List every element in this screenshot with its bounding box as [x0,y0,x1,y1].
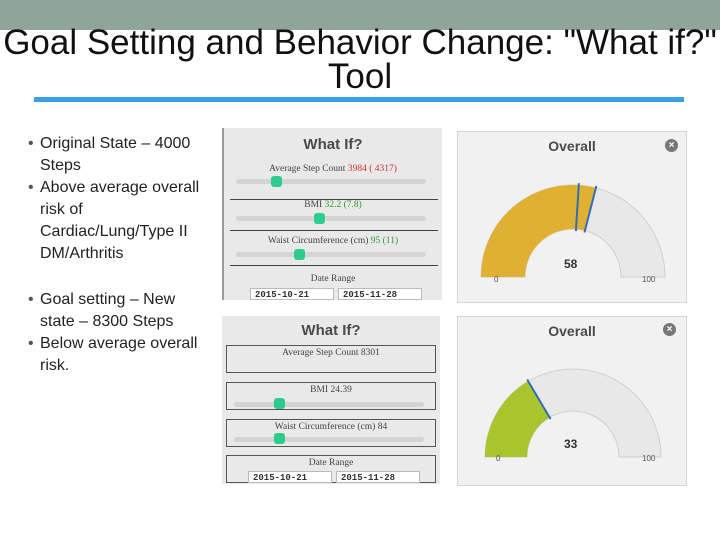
waist-label: Waist Circumference (cm) 95 (11) [224,236,442,246]
bmi-slider-track[interactable] [234,402,424,407]
step-slider-track[interactable] [236,179,426,184]
step-count-original: ( 4317) [369,164,397,174]
overall-panel-goal: Overall × 33 0 100 [457,316,687,486]
gauge-needle [583,185,598,233]
bmi-value: 32.2 [324,200,342,210]
bmi-original: (7.8) [343,200,362,210]
overall-title: Overall [548,138,596,154]
slide-title: Goal Setting and Behavior Change: "What … [3,23,717,96]
bmi-text: BMI [304,200,323,210]
gauge-needle [526,379,552,420]
overall-title: Overall [548,323,596,339]
waist-slider-handle[interactable] [274,433,285,444]
gauge-min: 0 [496,454,501,463]
step-count-text: Average Step Count [269,164,346,174]
waist-label: Waist Circumference (cm) 84 [274,422,388,432]
waist-value: 95 [370,236,381,246]
divider [230,265,438,266]
gauge-min: 0 [494,275,499,284]
gauge-score: 33 [564,437,578,451]
waist-field-box [226,419,436,447]
divider [230,199,438,200]
step-count-label: Average Step Count 3984 ( 4317) [224,164,442,174]
bullet-list-goal: Goal setting – New state – 8300 Steps Be… [28,289,213,377]
bmi-field-box [226,382,436,410]
gauge-fill [485,381,550,457]
overall-gauge [484,368,662,458]
step-slider-handle[interactable] [271,176,282,187]
waist-slider-handle[interactable] [294,249,305,260]
waist-text: Waist Circumference (cm) [267,236,369,246]
bmi-label: BMI 24.39 [310,385,352,395]
date-range-label: Date Range [310,274,356,284]
bmi-slider-track[interactable] [236,216,426,221]
close-icon[interactable]: × [665,139,678,152]
bullet-item: Original State – 4000 Steps [28,133,218,177]
close-icon[interactable]: × [663,323,676,336]
waist-slider-track[interactable] [236,252,426,257]
step-count-label: Average Step Count 8301 [282,348,380,358]
overall-panel-original: Overall × 58 0 100 [457,131,687,303]
step-count-value: 3984 [347,164,367,174]
date-to-input[interactable]: 2015-11-28 [336,471,420,483]
what-if-panel-goal: What If? Average Step Count 8301 BMI 24.… [222,316,440,484]
bullet-item: Above average overall risk of Cardiac/Lu… [28,177,218,265]
title-underline [34,97,684,102]
gauge-score: 58 [564,257,578,271]
what-if-title: What If? [301,322,361,339]
gauge-max: 100 [642,275,656,284]
gauge-needle-2 [574,183,580,232]
slide-top-bar [0,0,720,30]
step-field-box [226,345,436,373]
date-to-input[interactable]: 2015-11-28 [338,288,422,300]
date-from-input[interactable]: 2015-10-21 [248,471,332,483]
bmi-slider-handle[interactable] [314,213,325,224]
gauge-fill [481,184,596,277]
bullet-item: Goal setting – New state – 8300 Steps [28,289,213,333]
date-range-label: Date Range [308,458,354,468]
what-if-panel-original: What If? Average Step Count 3984 ( 4317)… [222,128,442,300]
divider [230,230,438,231]
bullet-item: Below average overall risk. [28,333,213,377]
waist-original: (11) [382,236,399,246]
bullet-list-original: Original State – 4000 Steps Above averag… [28,133,218,265]
what-if-title: What If? [303,136,363,153]
overall-gauge [480,183,666,278]
gauge-max: 100 [642,454,656,463]
waist-slider-track[interactable] [234,437,424,442]
bmi-label: BMI 32.2 (7.8) [224,200,442,210]
bmi-slider-handle[interactable] [274,398,285,409]
date-from-input[interactable]: 2015-10-21 [250,288,334,300]
